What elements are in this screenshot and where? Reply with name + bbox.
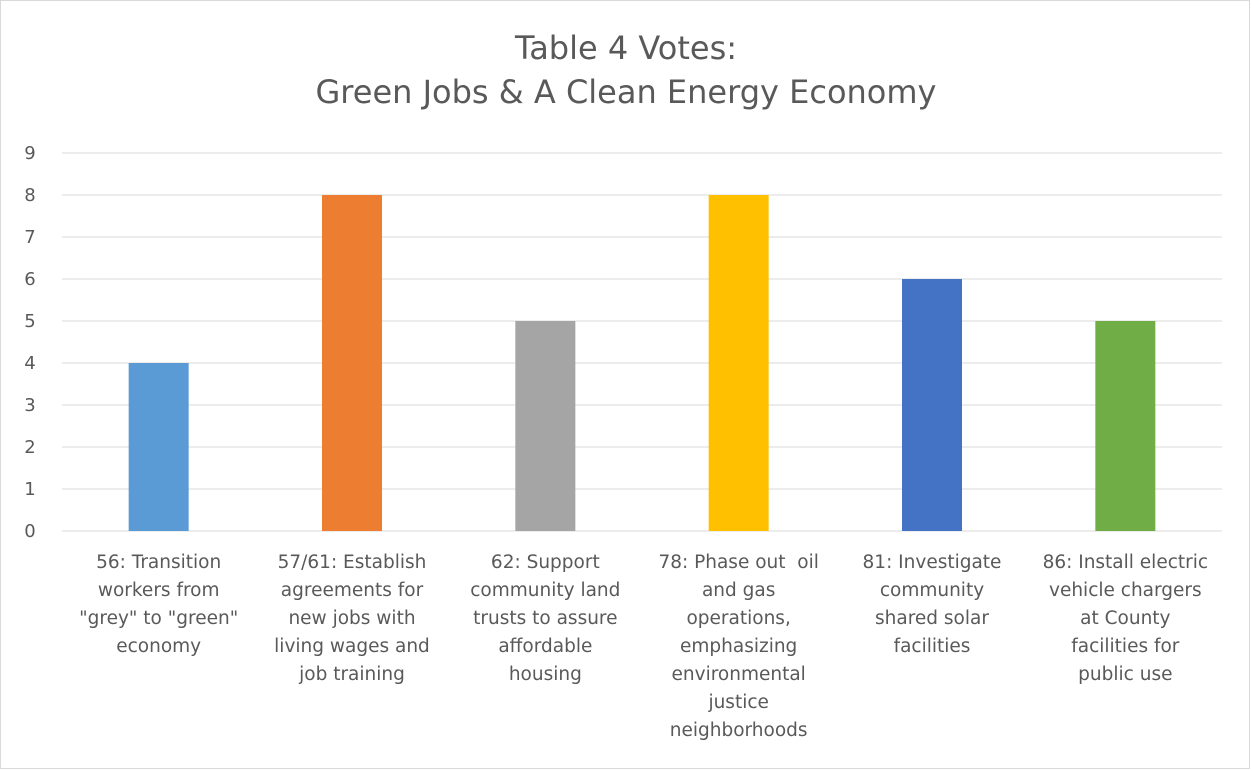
category-label: trusts to assure (473, 608, 617, 629)
category-label: environmental (672, 664, 806, 685)
category-label: 56: Transition (96, 552, 221, 573)
y-tick-label: 5 (24, 311, 35, 332)
chart-title: Table 4 Votes: Green Jobs & A Clean Ener… (0, 26, 1252, 114)
category-label: neighborhoods (670, 720, 808, 741)
category-label: shared solar (875, 608, 989, 629)
category-label: agreements for (281, 580, 424, 601)
category-label: 81: Investigate (863, 552, 1002, 573)
category-label: 57/61: Establish (278, 552, 427, 573)
category-label: 78: Phase out oil (658, 552, 818, 573)
y-tick-label: 1 (24, 479, 35, 500)
category-label: workers from (98, 580, 220, 601)
y-tick-label: 0 (24, 521, 35, 542)
category-label: and gas (702, 580, 775, 601)
category-label: economy (116, 636, 201, 657)
category-label: community (880, 580, 984, 601)
y-tick-label: 2 (24, 437, 35, 458)
category-label: emphasizing (680, 636, 797, 657)
chart-title-line-2: Green Jobs & A Clean Energy Economy (315, 73, 937, 111)
bar-2 (322, 195, 382, 531)
category-label: justice (707, 692, 768, 713)
bar-1 (128, 363, 189, 531)
chart-title-line-1: Table 4 Votes: (514, 29, 738, 67)
category-label: public use (1078, 664, 1172, 685)
y-tick-label: 9 (24, 143, 35, 164)
y-tick-label: 7 (24, 227, 35, 248)
category-label: 86: Install electric (1043, 552, 1208, 573)
category-label: community land (470, 580, 620, 601)
y-tick-label: 6 (24, 269, 35, 290)
category-label: job training (298, 664, 405, 685)
category-label: affordable (498, 636, 592, 657)
category-label: at County (1080, 608, 1170, 629)
bar-3 (515, 321, 576, 531)
y-tick-label: 3 (24, 395, 35, 416)
bar-5 (902, 279, 962, 531)
y-tick-label: 8 (24, 185, 35, 206)
category-label: facilities for (1071, 636, 1180, 657)
y-tick-label: 4 (24, 353, 35, 374)
bar-4 (708, 195, 769, 531)
category-label: vehicle chargers (1049, 580, 1202, 601)
category-label: housing (509, 664, 582, 685)
category-label: facilities (894, 636, 971, 657)
bar-6 (1095, 321, 1156, 531)
category-label: "grey" to "green" (79, 608, 238, 629)
category-label: new jobs with (288, 608, 415, 629)
category-label: operations, (686, 608, 790, 629)
category-label: living wages and (274, 636, 430, 657)
category-label: 62: Support (491, 552, 600, 573)
